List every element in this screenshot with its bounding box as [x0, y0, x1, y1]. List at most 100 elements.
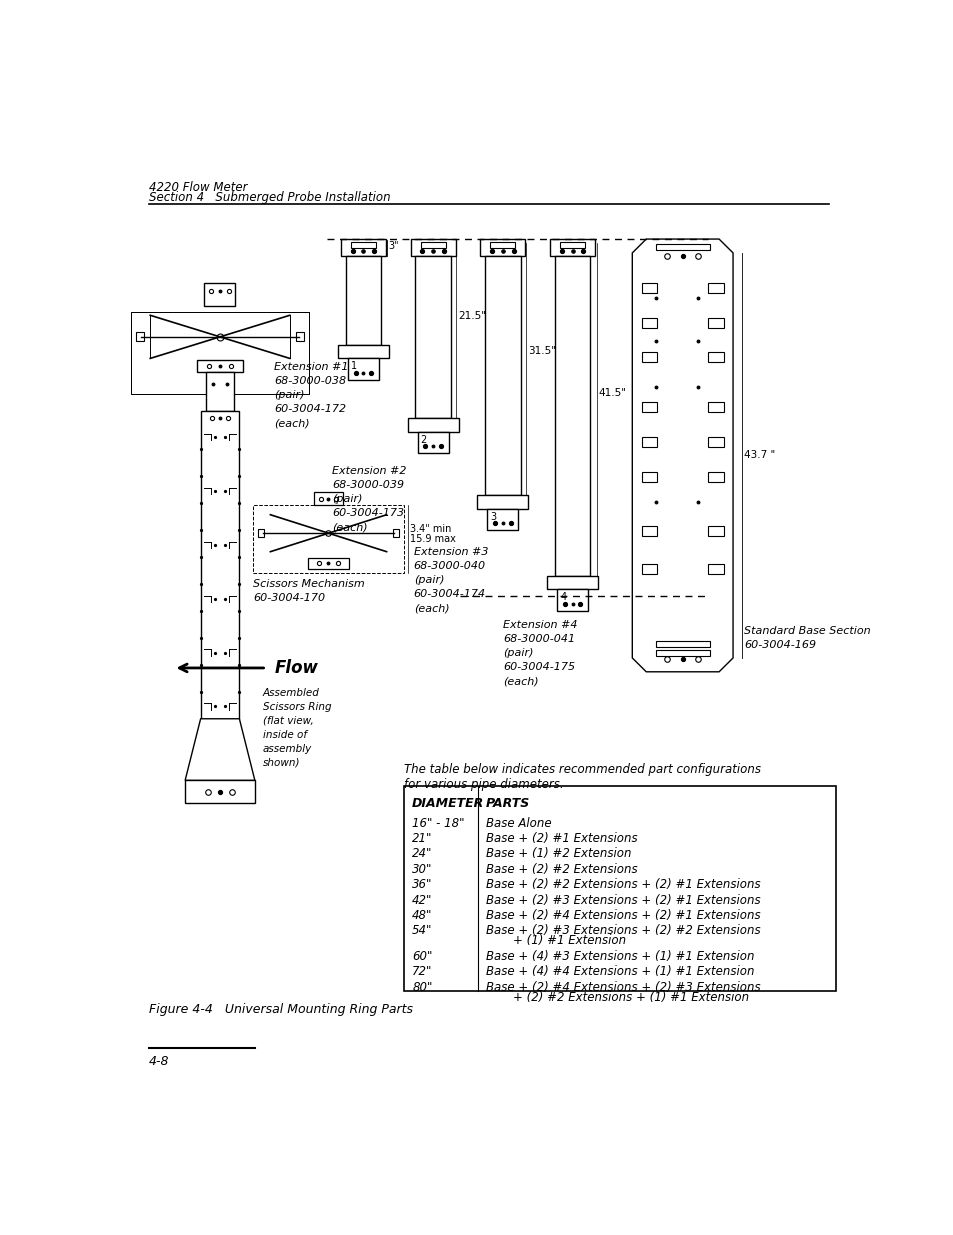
- Bar: [314, 492, 343, 505]
- Text: Base + (2) #4 Extensions + (2) #1 Extensions: Base + (2) #4 Extensions + (2) #1 Extens…: [485, 909, 760, 923]
- Text: + (1) #1 Extension: + (1) #1 Extension: [513, 935, 625, 947]
- Text: 24": 24": [412, 847, 432, 861]
- Bar: [196, 359, 243, 372]
- Text: Extension #3
68-3000-040
(pair)
60-3004-174
(each): Extension #3 68-3000-040 (pair) 60-3004-…: [414, 547, 488, 613]
- Bar: [420, 242, 445, 247]
- Bar: [655, 641, 709, 647]
- Text: 2: 2: [420, 435, 427, 445]
- Text: Figure 4-4   Universal Mounting Ring Parts: Figure 4-4 Universal Mounting Ring Parts: [149, 1003, 413, 1016]
- Text: Base + (2) #4 Extensions + (2) #3 Extensions: Base + (2) #4 Extensions + (2) #3 Extens…: [485, 981, 760, 994]
- Bar: [185, 781, 254, 804]
- Bar: [345, 256, 381, 345]
- Bar: [557, 589, 587, 611]
- Text: 80": 80": [412, 981, 432, 994]
- Text: Standard Base Section
60-3004-169: Standard Base Section 60-3004-169: [743, 626, 869, 650]
- Text: The table below indicates recommended part configurations
for various pipe diame: The table below indicates recommended pa…: [404, 763, 760, 790]
- Text: 16" - 18": 16" - 18": [412, 816, 464, 830]
- Bar: [487, 509, 517, 530]
- Bar: [295, 332, 303, 341]
- Bar: [641, 283, 657, 293]
- Bar: [655, 243, 709, 249]
- Bar: [655, 651, 709, 656]
- Text: Flow: Flow: [274, 659, 317, 677]
- Bar: [707, 472, 723, 482]
- Bar: [707, 564, 723, 574]
- Polygon shape: [632, 240, 732, 672]
- Bar: [340, 240, 385, 256]
- Bar: [641, 317, 657, 327]
- Text: Base + (1) #2 Extension: Base + (1) #2 Extension: [485, 847, 631, 861]
- Bar: [707, 283, 723, 293]
- Bar: [707, 403, 723, 412]
- Bar: [490, 242, 515, 247]
- Bar: [206, 372, 233, 411]
- Bar: [707, 317, 723, 327]
- Bar: [337, 345, 389, 358]
- Bar: [641, 564, 657, 574]
- Bar: [641, 437, 657, 447]
- Text: 41.5": 41.5": [598, 388, 625, 398]
- Bar: [559, 242, 584, 247]
- Bar: [308, 558, 348, 568]
- Text: 31.5": 31.5": [527, 346, 555, 356]
- Text: 72": 72": [412, 966, 432, 978]
- Text: 3.4" min: 3.4" min: [410, 525, 451, 535]
- Text: 21": 21": [412, 832, 432, 845]
- Bar: [546, 576, 598, 589]
- Text: 1: 1: [351, 362, 356, 372]
- Bar: [641, 526, 657, 536]
- Polygon shape: [185, 719, 254, 781]
- Bar: [484, 256, 520, 495]
- Bar: [404, 785, 835, 992]
- Bar: [707, 437, 723, 447]
- Bar: [253, 505, 404, 573]
- Bar: [257, 530, 264, 537]
- Text: Base + (4) #3 Extensions + (1) #1 Extension: Base + (4) #3 Extensions + (1) #1 Extens…: [485, 950, 754, 963]
- Text: Scissors Mechanism
60-3004-170: Scissors Mechanism 60-3004-170: [253, 579, 365, 603]
- Text: + (2) #2 Extensions + (1) #1 Extension: + (2) #2 Extensions + (1) #1 Extension: [513, 990, 748, 1004]
- Text: 54": 54": [412, 924, 432, 937]
- Text: 43.7 ": 43.7 ": [743, 451, 775, 461]
- Bar: [480, 240, 525, 256]
- Text: 60": 60": [412, 950, 432, 963]
- Bar: [555, 256, 590, 576]
- Text: Extension #2
68-3000-039
(pair)
60-3004-173
(each): Extension #2 68-3000-039 (pair) 60-3004-…: [332, 466, 406, 532]
- Text: 3: 3: [490, 511, 497, 521]
- Text: 3": 3": [388, 241, 398, 251]
- Text: 30": 30": [412, 863, 432, 876]
- Bar: [550, 240, 595, 256]
- Text: 48": 48": [412, 909, 432, 923]
- Bar: [200, 411, 239, 719]
- Bar: [351, 242, 375, 247]
- Text: 21.5": 21.5": [457, 311, 485, 321]
- Bar: [707, 352, 723, 362]
- Text: Assembled
Scissors Ring
(flat view,
inside of
assembly
shown): Assembled Scissors Ring (flat view, insi…: [262, 688, 331, 768]
- Bar: [348, 358, 378, 380]
- Bar: [417, 431, 448, 453]
- Bar: [204, 283, 235, 306]
- Bar: [131, 312, 309, 394]
- Bar: [136, 332, 144, 341]
- Bar: [641, 352, 657, 362]
- Text: Base + (2) #1 Extensions: Base + (2) #1 Extensions: [485, 832, 637, 845]
- Text: Base + (2) #3 Extensions + (2) #2 Extensions: Base + (2) #3 Extensions + (2) #2 Extens…: [485, 924, 760, 937]
- Text: 4: 4: [559, 593, 566, 603]
- Text: 42": 42": [412, 894, 432, 906]
- Text: Base + (2) #2 Extensions + (2) #1 Extensions: Base + (2) #2 Extensions + (2) #1 Extens…: [485, 878, 760, 892]
- Bar: [476, 495, 528, 509]
- Text: 4-8: 4-8: [149, 1055, 169, 1068]
- Text: 15.9 max: 15.9 max: [410, 535, 456, 545]
- Text: Base + (2) #3 Extensions + (2) #1 Extensions: Base + (2) #3 Extensions + (2) #1 Extens…: [485, 894, 760, 906]
- Bar: [407, 417, 458, 431]
- Text: DIAMETER: DIAMETER: [412, 797, 484, 809]
- Bar: [415, 256, 451, 417]
- Bar: [707, 526, 723, 536]
- Text: PARTS: PARTS: [485, 797, 530, 809]
- Bar: [410, 240, 456, 256]
- Text: Base + (4) #4 Extensions + (1) #1 Extension: Base + (4) #4 Extensions + (1) #1 Extens…: [485, 966, 754, 978]
- Bar: [641, 403, 657, 412]
- Text: 4220 Flow Meter: 4220 Flow Meter: [149, 180, 247, 194]
- Text: 36": 36": [412, 878, 432, 892]
- Bar: [393, 530, 398, 537]
- Text: Extension #1
68-3000-038
(pair)
60-3004-172
(each): Extension #1 68-3000-038 (pair) 60-3004-…: [274, 362, 349, 429]
